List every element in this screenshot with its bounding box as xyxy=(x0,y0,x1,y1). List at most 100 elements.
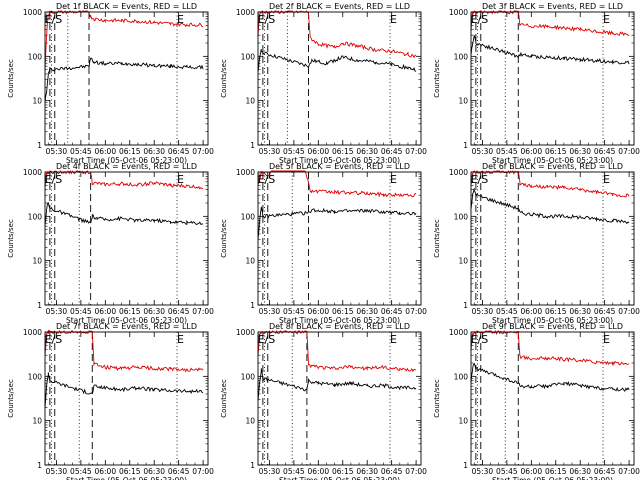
x-tick-label: 06:00 xyxy=(520,307,542,316)
x-tick-label: 06:45 xyxy=(168,467,190,476)
detector-panel-6: Det 6f BLACK = Events, RED = LLD 1 10 100 10… xyxy=(433,162,640,325)
x-tick-label: 05:45 xyxy=(283,307,305,316)
panel-title: Det 1f BLACK = Events, RED = LLD xyxy=(56,2,197,11)
x-tick-label: 05:45 xyxy=(496,147,518,156)
x-tick-label: 05:45 xyxy=(496,307,518,316)
marker-es-label: E/S xyxy=(471,173,489,186)
y-tick-label: 1000 xyxy=(23,168,42,177)
y-axis-label: Counts/sec xyxy=(220,379,228,418)
panel-title: Det 2f BLACK = Events, RED = LLD xyxy=(269,2,410,11)
x-axis-label: Start Time (05-Oct-06 05:23:00) xyxy=(492,476,613,480)
y-tick-label: 1 xyxy=(250,301,255,310)
x-tick-label: 06:30 xyxy=(143,307,165,316)
plot-frame xyxy=(470,11,635,146)
x-tick-label: 05:45 xyxy=(283,147,305,156)
y-tick-label: 100 xyxy=(28,212,43,221)
y-tick-label: 10 xyxy=(245,97,255,106)
x-tick-label: 06:15 xyxy=(545,467,567,476)
panel-title: Det 7f BLACK = Events, RED = LLD xyxy=(56,322,197,331)
x-tick-label: 07:00 xyxy=(192,147,214,156)
x-tick-label: 05:30 xyxy=(472,307,494,316)
x-tick-label: 06:15 xyxy=(119,467,141,476)
x-axis-label: Start Time (05-Oct-06 05:23:00) xyxy=(492,156,613,165)
plot-frame xyxy=(44,171,209,306)
y-axis-label: Counts/sec xyxy=(220,59,228,98)
plot-frame xyxy=(470,171,635,306)
panel-title: Det 3f BLACK = Events, RED = LLD xyxy=(482,2,623,11)
y-tick-label: 1 xyxy=(463,301,468,310)
x-tick-label: 05:30 xyxy=(259,467,281,476)
x-axis-label: Start Time (05-Oct-06 05:23:00) xyxy=(279,156,400,165)
y-tick-label: 1000 xyxy=(23,328,42,337)
lld-series-line xyxy=(470,170,630,198)
panel-title: Det 8f BLACK = Events, RED = LLD xyxy=(269,322,410,331)
y-tick-label: 1000 xyxy=(449,8,468,17)
marker-es-label: E/S xyxy=(45,333,63,346)
y-tick-label: 100 xyxy=(28,372,43,381)
plot-frame xyxy=(470,331,635,466)
x-tick-label: 06:00 xyxy=(520,147,542,156)
x-tick-label: 07:00 xyxy=(405,307,427,316)
x-tick-label: 06:00 xyxy=(94,147,116,156)
x-tick-label: 05:45 xyxy=(70,147,92,156)
x-tick-label: 06:00 xyxy=(307,307,329,316)
x-tick-label: 05:45 xyxy=(70,307,92,316)
x-tick-label: 05:30 xyxy=(472,147,494,156)
y-tick-label: 100 xyxy=(241,52,256,61)
y-tick-label: 100 xyxy=(454,52,469,61)
y-tick-label: 1000 xyxy=(23,8,42,17)
y-tick-label: 1 xyxy=(463,461,468,470)
marker-es-label: E/S xyxy=(258,13,276,26)
y-axis-label: Counts/sec xyxy=(433,219,441,258)
y-tick-label: 10 xyxy=(32,417,42,426)
y-tick-label: 1000 xyxy=(236,168,255,177)
x-tick-label: 06:45 xyxy=(168,307,190,316)
events-series-line xyxy=(470,188,630,225)
x-tick-label: 06:15 xyxy=(332,467,354,476)
plot-frame xyxy=(257,331,422,466)
panel-title: Det 9f BLACK = Events, RED = LLD xyxy=(482,322,623,331)
plot-frame xyxy=(257,11,422,146)
panel-title: Det 4f BLACK = Events, RED = LLD xyxy=(56,162,197,171)
x-tick-label: 05:45 xyxy=(70,467,92,476)
x-tick-label: 06:15 xyxy=(545,147,567,156)
y-tick-label: 1000 xyxy=(449,168,468,177)
marker-es-label: E/S xyxy=(471,13,489,26)
plot-frame xyxy=(257,171,422,306)
y-tick-label: 10 xyxy=(245,257,255,266)
events-series-line xyxy=(257,206,417,240)
x-tick-label: 06:45 xyxy=(594,307,616,316)
x-tick-label: 06:45 xyxy=(381,147,403,156)
marker-es-label: E/S xyxy=(45,13,63,26)
y-tick-label: 10 xyxy=(32,97,42,106)
y-tick-label: 100 xyxy=(241,372,256,381)
events-series-line xyxy=(44,57,204,103)
y-tick-label: 10 xyxy=(245,417,255,426)
x-tick-label: 07:00 xyxy=(618,307,640,316)
x-tick-label: 06:45 xyxy=(381,307,403,316)
y-tick-label: 1 xyxy=(250,141,255,150)
y-tick-label: 10 xyxy=(32,257,42,266)
y-tick-label: 10 xyxy=(458,97,468,106)
x-tick-label: 05:45 xyxy=(283,467,305,476)
x-tick-label: 05:45 xyxy=(496,467,518,476)
detector-panel-7: Det 7f BLACK = Events, RED = LLD 1 10 100 10… xyxy=(7,322,214,480)
x-tick-label: 06:45 xyxy=(381,467,403,476)
marker-es-label: E/S xyxy=(258,333,276,346)
detector-panel-4: Det 4f BLACK = Events, RED = LLD 1 10 100 10… xyxy=(7,162,214,325)
x-tick-label: 06:30 xyxy=(356,467,378,476)
x-axis-label: Start Time (05-Oct-06 05:23:00) xyxy=(66,476,187,480)
x-tick-label: 07:00 xyxy=(618,467,640,476)
x-tick-label: 06:00 xyxy=(307,467,329,476)
events-series-line xyxy=(470,362,630,393)
x-tick-label: 06:00 xyxy=(94,467,116,476)
lld-series-line xyxy=(470,9,630,37)
detector-panel-2: Det 2f BLACK = Events, RED = LLD 1 10 100 10… xyxy=(220,2,427,165)
marker-e-label: E xyxy=(390,333,397,346)
marker-es-label: E/S xyxy=(471,333,489,346)
marker-e-label: E xyxy=(390,13,397,26)
x-tick-label: 05:30 xyxy=(46,147,68,156)
x-axis-label: Start Time (05-Oct-06 05:23:00) xyxy=(279,316,400,325)
x-tick-label: 07:00 xyxy=(405,467,427,476)
